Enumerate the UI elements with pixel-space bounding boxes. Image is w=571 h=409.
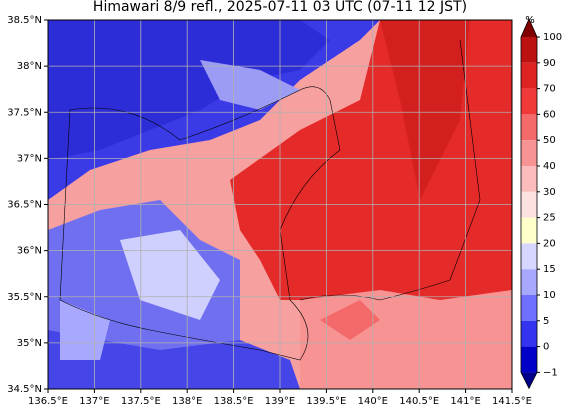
colorbar-segment (521, 295, 537, 321)
x-tick-label: 141.5°E (492, 396, 532, 407)
colorbar-segment (521, 269, 537, 295)
colorbar-segment (521, 166, 537, 192)
y-tick-label: 37°N (17, 153, 42, 164)
colorbar-segment (521, 217, 537, 244)
y-tick-label: 34.5°N (7, 384, 42, 395)
colorbar-tick-label: 40 (543, 161, 556, 172)
x-tick-label: 140°E (358, 396, 388, 407)
colorbar-extend-bottom (521, 372, 537, 389)
y-tick-label: 36.5°N (7, 200, 42, 211)
colorbar-segment (521, 37, 537, 63)
x-tick-label: 138°E (172, 396, 202, 407)
y-tick-label: 37.5°N (7, 107, 42, 118)
x-tick-label: 136.5°E (28, 396, 68, 407)
y-tick-label: 36°N (17, 246, 42, 257)
x-tick-label: 138.5°E (214, 396, 254, 407)
x-tick-label: 137.5°E (121, 396, 161, 407)
colorbar-tick-label: −1 (543, 367, 558, 378)
colorbar-segment (521, 320, 537, 347)
map-title: Himawari 8/9 refl., 2025-07-11 03 UTC (0… (93, 0, 467, 15)
x-tick-label: 140.5°E (399, 396, 439, 407)
colorbar-extend-top (521, 19, 537, 37)
colorbar-tick-label: 25 (543, 213, 556, 224)
colorbar-tick-label: 5 (543, 316, 549, 327)
colorbar-tick-label: 70 (543, 84, 556, 95)
x-tick-label: 139.5°E (306, 396, 346, 407)
colorbar-segment (521, 191, 537, 218)
y-tick-label: 35.5°N (7, 292, 42, 303)
x-tick-label: 141°E (450, 396, 480, 407)
colorbar-segment (521, 114, 537, 141)
colorbar-tick-label: 0 (543, 342, 549, 353)
colorbar-segment (521, 346, 537, 373)
colorbar-segment (521, 243, 537, 270)
colorbar-tick-label: 10 (543, 290, 556, 301)
colorbar-tick-label: 60 (543, 109, 556, 120)
colorbar-tick-label: 30 (543, 187, 556, 198)
x-tick-label: 139°E (265, 396, 295, 407)
y-tick-label: 38°N (17, 61, 42, 72)
colorbar-segment (521, 88, 537, 115)
x-tick-label: 137°E (79, 396, 109, 407)
colorbar-tick-label: 20 (543, 238, 556, 249)
colorbar-segment (521, 140, 537, 166)
colorbar-tick-label: 90 (543, 58, 556, 69)
colorbar-tick-label: 100 (543, 32, 562, 43)
colorbar-tick-label: 15 (543, 264, 556, 275)
colorbar-tick-label: 50 (543, 135, 556, 146)
colorbar-segment (521, 62, 537, 89)
y-tick-label: 35°N (17, 338, 42, 349)
y-tick-label: 38.5°N (7, 15, 42, 26)
